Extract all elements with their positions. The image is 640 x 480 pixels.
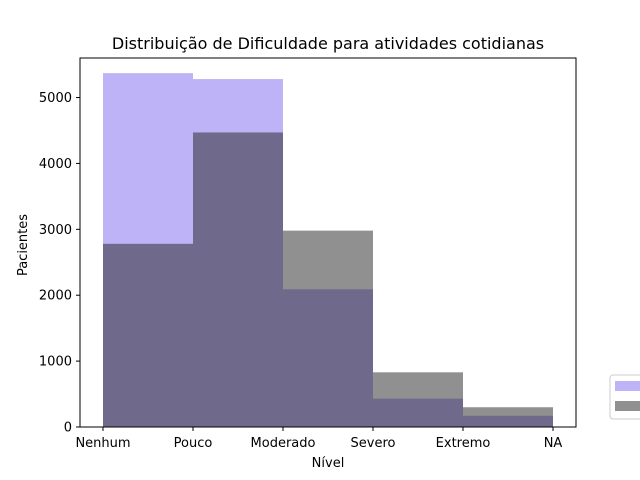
bars-group — [103, 73, 553, 427]
legend-swatch-series1 — [615, 381, 640, 391]
x-tick-label: Nenhum — [75, 436, 130, 451]
y-axis-label: Pacientes — [16, 214, 31, 276]
y-tick-label: 2000 — [39, 289, 72, 304]
x-axis-label: Nível — [312, 456, 345, 471]
bar-series2-nenhum — [103, 243, 193, 427]
y-tick-label: 1000 — [39, 355, 72, 370]
bar-series2-extremo — [463, 407, 553, 427]
x-tick-label: Extremo — [436, 436, 491, 451]
legend-swatch-series2 — [615, 401, 640, 411]
x-axis: Nenhum Pouco Moderado Severo Extremo NA — [75, 427, 562, 451]
y-tick-label: 5000 — [39, 91, 72, 106]
legend — [609, 374, 640, 420]
x-tick-label: NA — [544, 436, 563, 451]
chart-title: Distribuição de Dificuldade para ativida… — [112, 34, 544, 53]
bar-series2-severo — [373, 372, 463, 427]
y-tick-label: 0 — [64, 421, 72, 436]
x-tick-label: Moderado — [251, 436, 316, 451]
bar-series2-pouco — [193, 132, 283, 427]
x-tick-label: Pouco — [174, 436, 213, 451]
y-tick-label: 4000 — [39, 157, 72, 172]
y-tick-label: 3000 — [39, 223, 72, 238]
y-axis: 0 1000 2000 3000 4000 5000 — [39, 91, 80, 436]
bar-series2-moderado — [283, 230, 373, 427]
x-tick-label: Severo — [351, 436, 396, 451]
plot-frame — [79, 57, 577, 428]
